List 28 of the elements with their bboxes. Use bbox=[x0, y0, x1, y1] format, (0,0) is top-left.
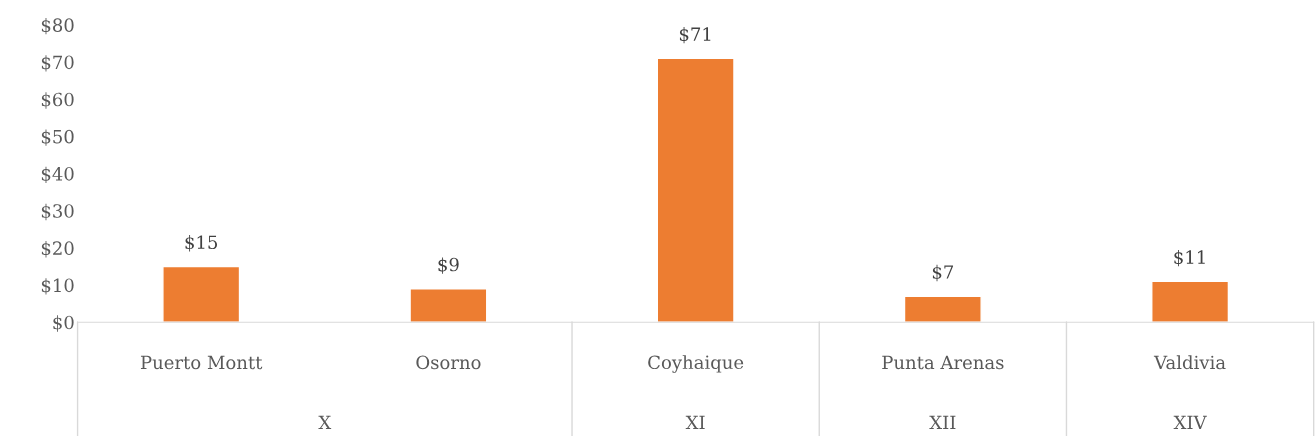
text: XIV bbox=[1173, 415, 1207, 429]
data-label: $11 bbox=[1174, 249, 1205, 267]
y-tick-label: $20 bbox=[41, 241, 74, 258]
bar bbox=[903, 295, 982, 323]
data-label: $9 bbox=[438, 257, 459, 274]
x-tick-label: Coyhaique bbox=[648, 355, 744, 373]
y-tick-label: $30 bbox=[41, 203, 74, 221]
x-tick-label: Osorno bbox=[416, 355, 481, 370]
text: XII bbox=[929, 415, 956, 429]
y-tick-label: $0 bbox=[53, 315, 74, 332]
bar bbox=[409, 288, 488, 323]
text: X bbox=[318, 415, 332, 429]
y-tick-label: $80 bbox=[41, 17, 74, 35]
x-tick-label: Puerto Montt bbox=[140, 355, 263, 370]
x-tick-label: Valdivia bbox=[1153, 355, 1226, 370]
y-tick-label: $70 bbox=[41, 55, 74, 72]
bar bbox=[656, 57, 735, 323]
bar bbox=[162, 265, 241, 323]
y-tick-label: $60 bbox=[41, 92, 74, 109]
data-label: $15 bbox=[185, 235, 218, 252]
bar bbox=[1151, 280, 1230, 323]
y-tick-label: $40 bbox=[41, 166, 74, 184]
y-tick-label: $50 bbox=[41, 129, 74, 146]
text: XI bbox=[685, 415, 705, 429]
data-label: $7 bbox=[932, 264, 954, 282]
x-tick-label: Punta Arenas bbox=[882, 355, 1004, 370]
data-label: $71 bbox=[679, 26, 711, 44]
y-tick-label: $10 bbox=[41, 278, 74, 295]
